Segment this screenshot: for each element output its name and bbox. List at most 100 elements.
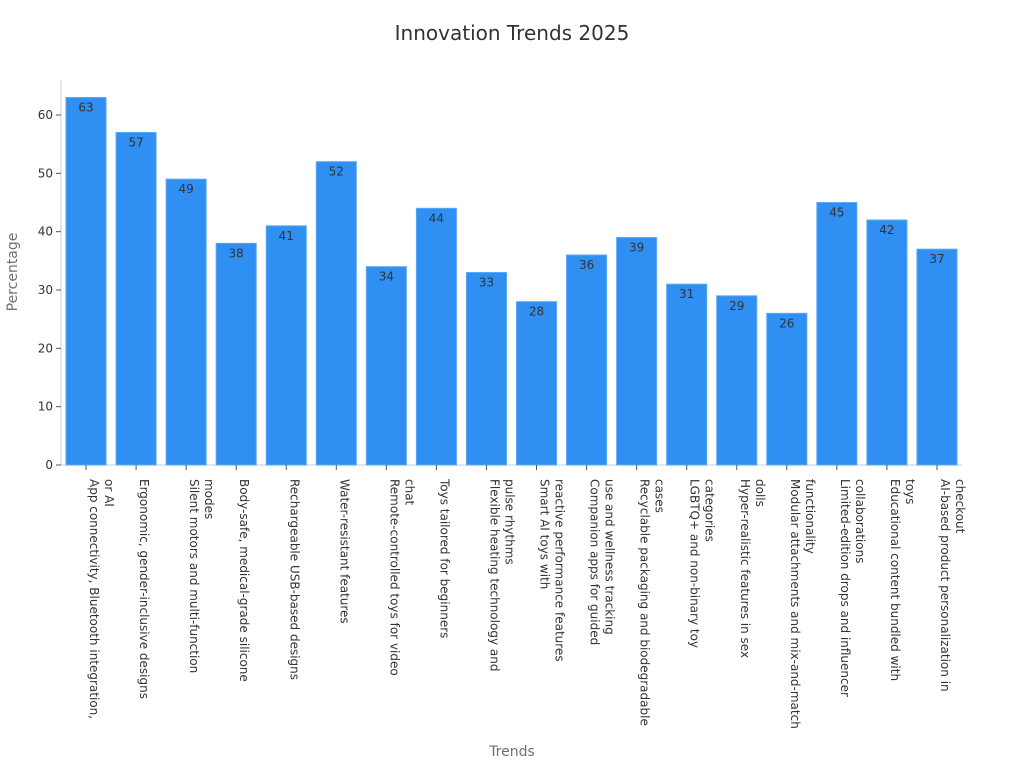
- x-tick-label-line: modes: [202, 479, 216, 519]
- x-tick-label: Modular attachments and mix-and-matchfun…: [788, 479, 817, 729]
- x-tick-label-line: Companion apps for guided: [588, 479, 602, 645]
- x-tick-label-line: Remote-controlled toys for video: [387, 479, 401, 676]
- bar: [165, 178, 207, 466]
- y-axis-title: Percentage: [5, 233, 21, 312]
- bar: [365, 266, 407, 466]
- x-tick-label: AI-based product personalization incheck…: [938, 479, 967, 692]
- x-tick-label: Water-resistant features: [337, 479, 351, 624]
- bar: [716, 295, 758, 466]
- x-tick-label: Companion apps for guideduse and wellnes…: [588, 479, 617, 645]
- x-tick-label-line: Modular attachments and mix-and-match: [788, 479, 802, 729]
- bar-value-label: 44: [429, 211, 444, 225]
- x-tick-label-line: pulse rhythms: [502, 479, 516, 565]
- x-tick-label-line: or AI: [102, 479, 116, 507]
- x-tick-label: Ergonomic, gender-inclusive designs: [137, 479, 151, 699]
- x-tick-label-line: Hyper-realistic features in sex: [738, 479, 752, 658]
- x-tick-labels-group: App connectivity, Bluetooth integration,…: [85, 465, 967, 729]
- x-tick-label: Smart AI toys withreactive performance f…: [538, 479, 567, 662]
- x-tick-label-line: use and wellness tracking: [603, 479, 617, 635]
- bar-value-label: 41: [279, 229, 294, 243]
- x-axis-title: Trends: [488, 744, 535, 760]
- x-tick-label: Recyclable packaging and biodegradableca…: [638, 479, 667, 726]
- x-tick-label-line: functionality: [803, 479, 817, 554]
- x-tick-label-line: Rechargeable USB-based designs: [287, 479, 301, 680]
- bar-value-label: 42: [879, 223, 894, 237]
- bar-value-label: 34: [379, 270, 394, 284]
- x-tick-label-line: Ergonomic, gender-inclusive designs: [137, 479, 151, 699]
- bar-value-label: 45: [829, 206, 844, 220]
- x-tick-label-line: Smart AI toys with: [538, 479, 552, 589]
- chart-title: Innovation Trends 2025: [395, 21, 630, 45]
- bar: [415, 207, 457, 466]
- x-tick-label-line: Silent motors and multi-function: [187, 479, 201, 673]
- x-tick-label: Toys tailored for beginners: [437, 478, 451, 638]
- x-tick-label: Rechargeable USB-based designs: [287, 479, 301, 680]
- y-tick-label: 20: [38, 341, 53, 355]
- bar-value-label: 37: [929, 252, 944, 266]
- x-tick-label-line: Recyclable packaging and biodegradable: [638, 479, 652, 726]
- x-tick-label-line: Toys tailored for beginners: [437, 478, 451, 638]
- x-tick-label-line: App connectivity, Bluetooth integration,: [87, 479, 101, 719]
- x-tick-label: Limited-edition drops and influencercoll…: [838, 479, 867, 697]
- x-tick-label-line: Body-safe, medical-grade silicone: [237, 479, 251, 682]
- bar: [916, 248, 958, 466]
- bar: [616, 237, 658, 466]
- x-tick-label-line: Water-resistant features: [337, 479, 351, 624]
- y-tick-label: 50: [38, 166, 53, 180]
- x-tick-label-line: checkout: [953, 479, 967, 534]
- y-tick-label: 40: [38, 225, 53, 239]
- x-tick-label-line: chat: [402, 479, 416, 506]
- y-tick-label: 0: [45, 458, 53, 472]
- bar-value-label: 36: [579, 258, 594, 272]
- x-tick-label-line: Limited-edition drops and influencer: [838, 479, 852, 697]
- bar-value-label: 33: [479, 276, 494, 290]
- bar-value-label: 26: [779, 316, 794, 330]
- x-tick-label: Silent motors and multi-functionmodes: [187, 479, 216, 673]
- bar: [215, 242, 257, 466]
- x-tick-label: Flexible heating technology andpulse rhy…: [487, 479, 516, 671]
- x-tick-label-line: categories: [703, 479, 717, 542]
- x-tick-label-line: collaborations: [853, 479, 867, 563]
- bar-value-label: 31: [679, 287, 694, 301]
- bar-value-label: 49: [178, 182, 193, 196]
- bar-value-label: 57: [128, 136, 143, 150]
- y-tick-label: 30: [38, 283, 53, 297]
- x-tick-label-line: cases: [653, 479, 667, 513]
- bar: [566, 254, 608, 466]
- x-tick-label-line: toys: [903, 479, 917, 504]
- value-labels-group: 63 57 49 38 41 52 34 44 33 28 36 39 31 29 26 45 42 37: [78, 101, 944, 331]
- bars-group: [65, 97, 958, 466]
- x-tick-label: Remote-controlled toys for videochat: [387, 479, 416, 676]
- bar-value-label: 38: [229, 246, 244, 260]
- x-tick-label-line: Flexible heating technology and: [487, 479, 501, 671]
- bar-value-label: 39: [629, 241, 644, 255]
- axes: 0 10 20 30 40 50 60: [38, 80, 962, 472]
- x-tick-label: Educational content bundled withtoys: [888, 479, 917, 681]
- bar: [816, 202, 858, 466]
- y-tick-label: 10: [38, 400, 53, 414]
- bar: [666, 283, 708, 466]
- bar: [65, 97, 107, 466]
- bar-value-label: 63: [78, 101, 93, 115]
- bar-value-label: 52: [329, 165, 344, 179]
- x-tick-label-line: AI-based product personalization in: [938, 479, 952, 692]
- x-tick-label: Hyper-realistic features in sexdolls: [738, 479, 767, 658]
- bar-value-label: 29: [729, 299, 744, 313]
- bar: [766, 312, 808, 466]
- x-tick-label-line: dolls: [753, 479, 767, 507]
- y-tick-label: 60: [38, 108, 53, 122]
- x-tick-label: App connectivity, Bluetooth integration,…: [87, 479, 116, 719]
- x-tick-label-line: reactive performance features: [553, 479, 567, 662]
- bar: [315, 161, 357, 466]
- x-tick-label-line: Educational content bundled with: [888, 479, 902, 681]
- bar: [866, 219, 908, 466]
- bar: [465, 272, 507, 466]
- x-tick-label: Body-safe, medical-grade silicone: [237, 479, 251, 682]
- bar-value-label: 28: [529, 305, 544, 319]
- x-tick-label-line: LGBTQ+ and non-binary toy: [688, 479, 702, 648]
- bar: [265, 225, 307, 466]
- bar: [516, 301, 558, 466]
- bar: [115, 132, 157, 466]
- x-tick-label: LGBTQ+ and non-binary toycategories: [688, 479, 717, 648]
